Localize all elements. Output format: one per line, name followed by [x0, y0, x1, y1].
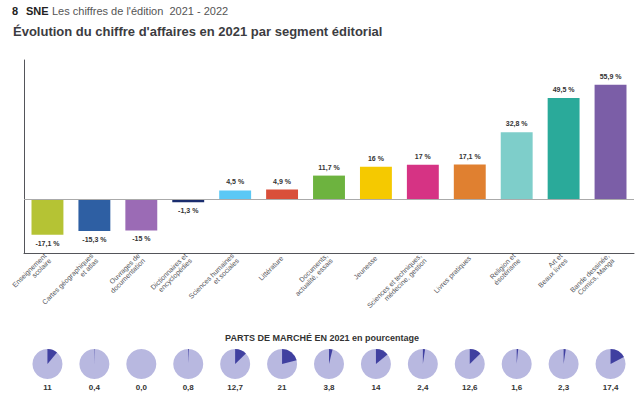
- svg-text:Art et: Art et: [546, 252, 564, 269]
- svg-text:0,4: 0,4: [89, 383, 101, 392]
- svg-text:12,7: 12,7: [227, 383, 243, 392]
- svg-text:et atlas: et atlas: [78, 257, 99, 278]
- svg-text:11: 11: [43, 383, 52, 392]
- svg-text:3,8: 3,8: [323, 383, 335, 392]
- svg-text:ésotérisme: ésotérisme: [493, 257, 522, 286]
- svg-text:Dictionnaires et: Dictionnaires et: [149, 252, 189, 291]
- svg-text:2,3: 2,3: [558, 383, 570, 392]
- svg-text:-1,3 %: -1,3 %: [178, 207, 199, 215]
- svg-text:17 %: 17 %: [415, 153, 432, 160]
- svg-text:Livres pratiques: Livres pratiques: [432, 254, 473, 295]
- svg-text:Bande dessinée,: Bande dessinée,: [568, 252, 611, 294]
- svg-text:0,0: 0,0: [136, 383, 148, 392]
- svg-text:SNE: SNE: [26, 5, 49, 17]
- svg-text:Jeunesse: Jeunesse: [352, 254, 378, 280]
- svg-text:Cartes géographiques: Cartes géographiques: [41, 252, 96, 307]
- svg-text:PARTS DE MARCHÉ EN 2021 en pou: PARTS DE MARCHÉ EN 2021 en pourcentage: [225, 333, 419, 343]
- svg-text:Beaux livres: Beaux livres: [537, 257, 569, 289]
- svg-text:médecine, gestion: médecine, gestion: [383, 257, 429, 303]
- svg-text:17,4: 17,4: [603, 383, 619, 392]
- svg-text:Évolution du chiffre d'affaire: Évolution du chiffre d'affaires en 2021 …: [13, 24, 382, 39]
- svg-text:2,4: 2,4: [417, 383, 429, 392]
- svg-text:encyclopédies: encyclopédies: [157, 257, 194, 294]
- svg-text:Les chiffres de l'édition 202: Les chiffres de l'édition 2021 - 2022: [52, 5, 228, 17]
- svg-text:actualité, essais: actualité, essais: [294, 257, 334, 297]
- svg-text:-15,3 %: -15,3 %: [82, 236, 107, 244]
- svg-text:-17,1 %: -17,1 %: [35, 240, 60, 248]
- svg-text:Sciences et techniques,: Sciences et techniques,: [366, 252, 424, 310]
- svg-text:Sciences humaines: Sciences humaines: [187, 252, 235, 300]
- svg-text:55,9 %: 55,9 %: [600, 73, 623, 81]
- svg-text:Comics, Manga: Comics, Manga: [576, 257, 616, 297]
- svg-text:Religion et: Religion et: [488, 252, 517, 281]
- svg-text:12,6: 12,6: [462, 383, 478, 392]
- svg-text:17,1 %: 17,1 %: [459, 153, 482, 161]
- svg-text:4,5 %: 4,5 %: [226, 178, 245, 186]
- svg-text:8: 8: [12, 5, 18, 17]
- svg-text:Ouvrages de: Ouvrages de: [108, 252, 142, 286]
- svg-text:Documents,: Documents,: [297, 252, 329, 284]
- svg-text:32,8 %: 32,8 %: [506, 120, 529, 128]
- svg-text:et sociales: et sociales: [212, 257, 241, 286]
- svg-text:21: 21: [278, 383, 287, 392]
- svg-text:Enseignement: Enseignement: [10, 252, 48, 289]
- svg-text:14: 14: [371, 383, 380, 392]
- svg-text:4,9 %: 4,9 %: [273, 178, 292, 186]
- svg-text:16 %: 16 %: [368, 155, 385, 162]
- svg-text:49,5 %: 49,5 %: [553, 86, 576, 94]
- svg-text:0,8: 0,8: [183, 383, 195, 392]
- svg-text:-15 %: -15 %: [132, 235, 151, 242]
- svg-text:Littérature: Littérature: [257, 254, 284, 281]
- svg-text:scolaire: scolaire: [30, 257, 52, 279]
- svg-text:1,6: 1,6: [511, 383, 523, 392]
- svg-text:11,7 %: 11,7 %: [318, 164, 340, 172]
- svg-text:documentation: documentation: [109, 257, 146, 294]
